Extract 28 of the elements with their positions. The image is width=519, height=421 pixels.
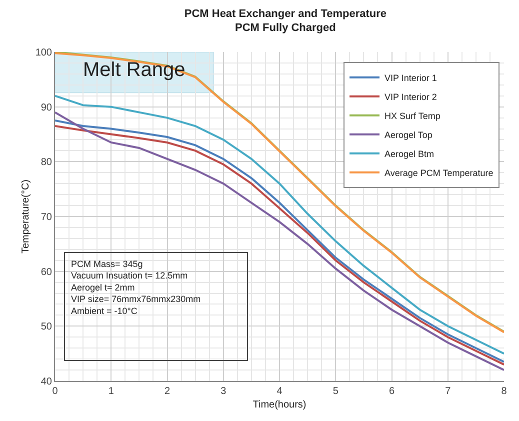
legend-label: HX Surf Temp [384,110,440,121]
band-label: Melt Range [83,59,186,81]
legend-label: Average PCM Temperature [384,168,494,178]
x-axis-title: Time(hours) [252,400,306,410]
legend-label: Aerogel Btm [384,148,434,159]
x-tick-label: 7 [445,386,452,397]
y-axis-title: Temperature(°C) [20,179,32,254]
y-tick-label: 70 [40,212,52,223]
x-tick-label: 4 [276,386,283,397]
chart-title: PCM Heat Exchanger and Temperature [184,8,387,20]
legend-label: Aerogel Top [384,130,432,140]
x-tick-label: 8 [501,386,508,397]
x-tick-label: 3 [220,386,227,397]
y-tick-label: 100 [35,48,52,58]
x-tick-label: 0 [52,386,58,397]
x-tick-label: 1 [108,386,114,397]
y-tick-label: 90 [40,102,52,114]
y-tick-label: 40 [40,376,52,388]
legend-label: VIP Interior 2 [384,92,437,102]
y-tick-label: 80 [40,157,52,168]
x-tick-label: 5 [332,386,339,397]
legend-label: VIP Interior 1 [384,72,437,83]
chart-subtitle: PCM Fully Charged [235,22,336,34]
y-tick-label: 50 [40,322,52,333]
x-tick-label: 6 [388,386,395,397]
y-tick-label: 60 [40,266,52,278]
annotation: PCM Mass= 345g Vacuum Insuation t= 12.5mm Aerogel t= 2mm VIP size= 76mmx76mmx230mm Ambient = -10°C [71,259,201,316]
x-tick-label: 2 [164,386,170,397]
